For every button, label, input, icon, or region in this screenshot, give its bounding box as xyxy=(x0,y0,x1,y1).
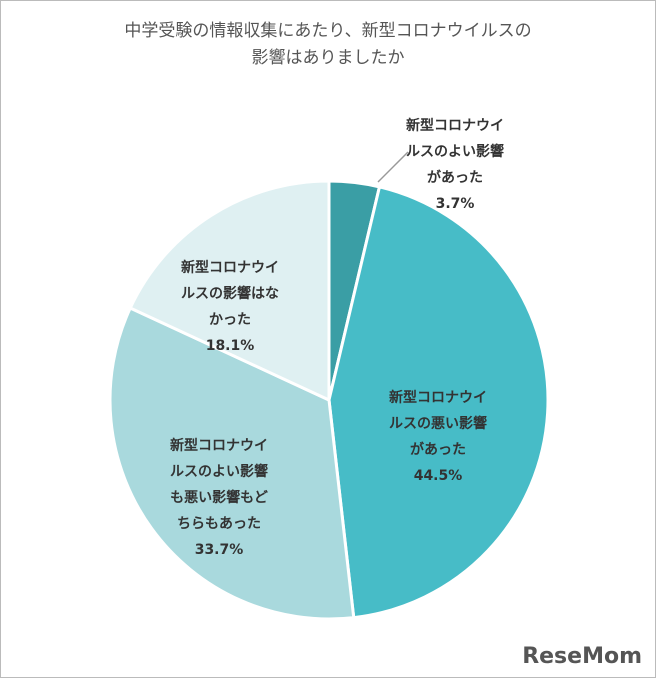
pie-slice xyxy=(327,185,550,620)
value-label: 33.7% xyxy=(195,542,244,558)
slice-label: ルスの悪い影響 xyxy=(389,415,487,432)
slice-label: ルスのよい影響 xyxy=(406,143,504,160)
slice-label: ルスの影響はな xyxy=(181,285,279,302)
chart-title: 中学受験の情報収集にあたり、新型コロナウイルスの xyxy=(124,21,531,41)
slice-label: 新型コロナウイ xyxy=(406,117,504,134)
pie-slice xyxy=(128,179,331,403)
slice-label: 新型コロナウイ xyxy=(389,389,487,406)
slice-label: ルスのよい影響 xyxy=(170,463,268,480)
slice-label: かった xyxy=(209,312,251,328)
value-label: 18.1% xyxy=(206,338,255,354)
slice-label: も悪い影響もど xyxy=(170,489,268,506)
chart-title: 影響はありましたか xyxy=(252,48,405,68)
value-label: 3.7% xyxy=(436,196,475,212)
pie-slice xyxy=(108,306,356,621)
value-label: 44.5% xyxy=(414,468,463,484)
slice-label: 新型コロナウイ xyxy=(170,437,268,454)
slice-label: 新型コロナウイ xyxy=(181,259,279,276)
slice-label: があった xyxy=(427,169,483,186)
slice-label: があった xyxy=(410,441,466,458)
leader-line xyxy=(377,151,409,183)
slice-label: ちらもあった xyxy=(177,516,261,532)
watermark: ReseMom xyxy=(522,644,642,669)
